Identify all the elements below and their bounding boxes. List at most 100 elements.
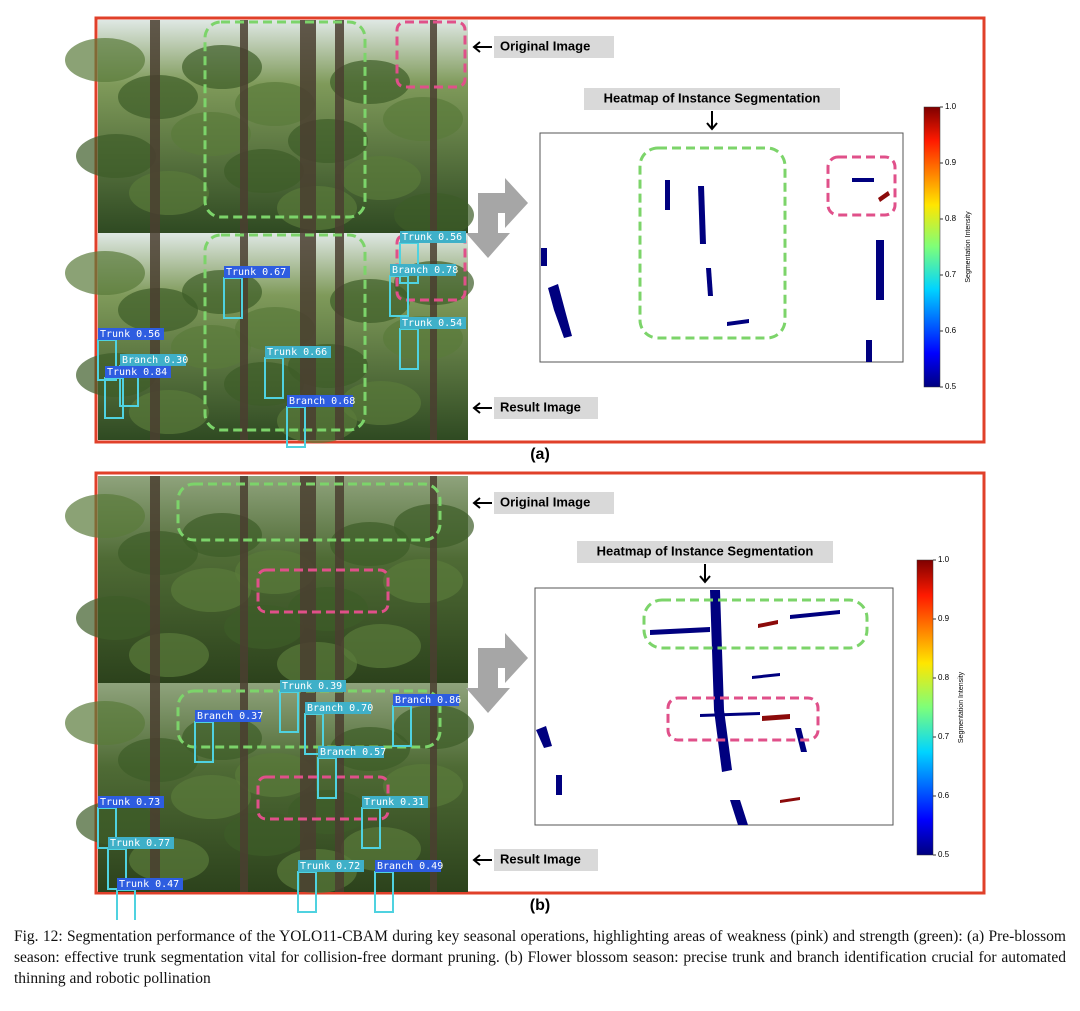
heatmap-blob xyxy=(650,627,710,635)
heatmap-blob xyxy=(665,180,670,210)
detection-tag xyxy=(305,702,371,714)
heatmap-blob xyxy=(852,178,874,182)
panels: Trunk 0.56 Trunk 0.67 Branch 0.78 Trunk 0.5… xyxy=(65,16,986,920)
original-label: Original Image xyxy=(500,494,590,509)
detection-label: Branch 0.78 xyxy=(392,265,458,276)
heatmap-blob-high xyxy=(762,714,790,721)
result-label: Result Image xyxy=(500,851,581,866)
detection-tag xyxy=(265,346,331,358)
detection-label: Branch 0.70 xyxy=(307,703,373,714)
detection-label: Branch 0.30 xyxy=(122,355,188,366)
trunk xyxy=(150,683,160,892)
trunk xyxy=(240,683,248,892)
trunk xyxy=(300,476,316,683)
heatmap-title: Heatmap of Instance Segmentation xyxy=(597,543,814,558)
detection-tag xyxy=(393,694,459,706)
detection-label: Trunk 0.66 xyxy=(267,347,327,358)
green-box xyxy=(203,20,367,219)
colorbar-tick-label: 0.6 xyxy=(945,326,957,335)
foliage xyxy=(224,149,304,193)
colorbar-label: Segmentation Intensity xyxy=(958,671,965,743)
colorbar-label: Segmentation Intensity xyxy=(965,211,972,283)
foliage xyxy=(330,522,410,566)
detection-label: Trunk 0.54 xyxy=(402,318,462,329)
detection-tag xyxy=(280,680,346,692)
result-label-bg xyxy=(494,397,598,419)
trunk xyxy=(430,233,437,440)
label-arrow xyxy=(472,497,492,509)
foliage xyxy=(129,171,209,215)
foliage xyxy=(76,596,156,640)
label-arrow xyxy=(472,854,492,866)
colorbar-tick-label: 0.9 xyxy=(945,158,957,167)
foliage xyxy=(235,753,315,797)
pink-box xyxy=(666,696,820,742)
green-box xyxy=(638,146,787,340)
colorbar-tick-label: 0.8 xyxy=(938,673,950,682)
colorbar-tick-label: 0.5 xyxy=(945,382,957,391)
detection-label: Trunk 0.72 xyxy=(300,861,360,872)
result-label: Result Image xyxy=(500,399,581,414)
heatmap-blob-high xyxy=(780,797,800,803)
detection-tag xyxy=(98,328,164,340)
foliage xyxy=(171,112,251,156)
heatmap-blob xyxy=(536,726,552,748)
heatmap-blob xyxy=(790,610,840,619)
detection-tag xyxy=(390,264,456,276)
colorbar-tick-label: 0.6 xyxy=(938,791,950,800)
trunk xyxy=(335,20,344,233)
foliage xyxy=(65,701,145,745)
heatmap-blob xyxy=(752,673,780,679)
foliage xyxy=(171,325,251,369)
pink-box xyxy=(395,20,467,89)
heatmap-blob xyxy=(698,186,706,244)
detection-label: Trunk 0.39 xyxy=(282,681,342,692)
colorbar-tick-label: 0.7 xyxy=(938,732,950,741)
detection-tag xyxy=(362,796,428,808)
foliage xyxy=(383,559,463,603)
trunk xyxy=(240,476,248,683)
heatmap-title: Heatmap of Instance Segmentation xyxy=(604,90,821,105)
detection-tag xyxy=(298,860,364,872)
heatmap-blob xyxy=(556,775,562,795)
trunk xyxy=(430,683,437,892)
detection-tag xyxy=(375,860,441,872)
colorbar-tick-label: 0.9 xyxy=(938,614,950,623)
foliage xyxy=(341,624,421,668)
foliage xyxy=(182,45,262,89)
heatmap-blob xyxy=(866,340,872,362)
green-box xyxy=(203,233,367,432)
pink-box xyxy=(256,568,390,614)
foliage xyxy=(341,156,421,200)
detection-label: Branch 0.37 xyxy=(197,711,263,722)
trunk xyxy=(430,20,437,233)
heatmap-blob xyxy=(700,712,760,717)
foliage xyxy=(383,97,463,141)
foliage xyxy=(277,186,357,230)
detection-label: Trunk 0.31 xyxy=(364,797,424,808)
detection-tag xyxy=(400,231,466,243)
foliage xyxy=(235,550,315,594)
detection-label: Trunk 0.73 xyxy=(100,797,160,808)
colorbar-tick-label: 0.7 xyxy=(945,270,957,279)
panel-label: (a) xyxy=(530,446,550,463)
heatmap-title-bg xyxy=(584,88,840,110)
detection-label: Branch 0.86 xyxy=(395,695,461,706)
foliage xyxy=(330,60,410,104)
colorbar-tick-label: 0.5 xyxy=(938,850,950,859)
pink-box xyxy=(826,155,897,217)
pink-box xyxy=(256,775,390,821)
detection-tag xyxy=(98,796,164,808)
detection-tag xyxy=(224,266,290,278)
heatmap-blob xyxy=(710,590,732,772)
detection-tag xyxy=(318,746,384,758)
trunk xyxy=(335,476,344,683)
foliage xyxy=(235,82,315,126)
panel-label: (b) xyxy=(530,897,550,914)
heatmap-blob xyxy=(541,248,547,266)
heatmap-title-bg xyxy=(577,541,833,563)
heatmap-blob-high xyxy=(758,620,778,628)
foliage xyxy=(65,494,145,538)
detection-tag xyxy=(195,710,261,722)
